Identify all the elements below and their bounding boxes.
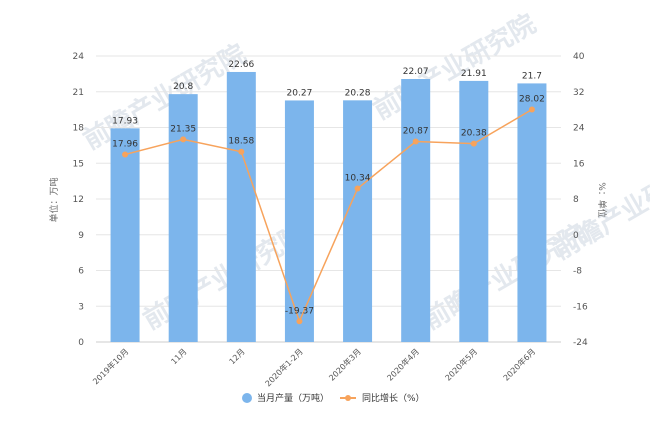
bar-value-label: 17.93 (112, 116, 138, 126)
bar-value-label: 22.66 (228, 60, 254, 70)
y-tick-label: 9 (78, 231, 84, 241)
y-tick-label: 18 (73, 124, 85, 134)
bar (284, 100, 314, 343)
bar-value-label: 21.91 (461, 69, 487, 79)
bar-value-label: 20.8 (173, 82, 193, 92)
right-axis-ticks: -24 -16 -8 0 8 16 24 32 40 (573, 52, 588, 348)
legend-bar-swatch (242, 393, 252, 403)
bar (517, 83, 547, 343)
line-path (124, 108, 533, 324)
bar (168, 94, 198, 342)
line-point (238, 148, 245, 155)
line-point (354, 185, 361, 192)
legend-line-label: 同比增长（%） (362, 392, 425, 404)
y-tick-label: 24 (73, 52, 85, 62)
line-value-label: 17.96 (112, 139, 138, 149)
line-point (180, 136, 187, 143)
line-point (412, 138, 419, 145)
line-value-label: -19.37 (285, 306, 314, 316)
bar-value-label: 20.27 (287, 88, 313, 98)
bar-value-label: 21.7 (522, 71, 542, 81)
line-point (528, 106, 535, 113)
line-value-label: 10.34 (345, 174, 371, 184)
line-value-label: 18.58 (228, 137, 254, 147)
y2-tick-label: 40 (573, 52, 585, 62)
line-value-label: 21.35 (170, 124, 196, 134)
left-axis-title: 单位：万吨 (48, 177, 60, 222)
y2-tick-label: 32 (573, 88, 584, 98)
legend-item-line[interactable]: 同比增长（%） (340, 392, 425, 404)
bar-data-labels: 17.93 20.8 22.66 20.27 20.28 22.07 21.91 21.7 (112, 60, 542, 126)
y2-tick-label: -16 (573, 302, 588, 312)
x-tick-label: 2020年4月 (385, 346, 421, 382)
x-tick-label: 2019年10月 (90, 346, 130, 386)
line-value-label: 28.02 (519, 95, 545, 105)
line-value-label: 20.87 (403, 126, 429, 136)
bar (110, 128, 140, 342)
y2-tick-label: 16 (573, 159, 585, 169)
line-value-label: 20.38 (461, 129, 487, 139)
y-tick-label: 6 (78, 267, 84, 277)
legend-item-bar[interactable]: 当月产量（万吨） (242, 392, 329, 404)
y2-tick-label: -8 (573, 267, 582, 277)
y-tick-label: 21 (73, 88, 84, 98)
bar (226, 71, 256, 343)
y2-tick-label: 8 (573, 195, 579, 205)
x-tick-label: 12月 (228, 347, 247, 366)
line-point (470, 140, 477, 147)
x-axis-ticks: 2019年10月 11月 12月 2020年1-2月 2020年3月 2020年4月 202… (90, 346, 537, 388)
y-tick-label: 0 (78, 338, 84, 348)
right-axis-title: %：单位 (596, 182, 608, 218)
y-tick-label: 12 (73, 195, 84, 205)
bar-value-label: 20.28 (345, 88, 371, 98)
x-tick-label: 11月 (169, 347, 188, 366)
bar (343, 100, 373, 342)
bar-value-label: 22.07 (403, 67, 429, 77)
line-series (122, 106, 535, 325)
bar-series (110, 71, 547, 343)
y2-tick-label: -24 (573, 338, 588, 348)
x-tick-label: 2020年3月 (327, 346, 363, 382)
line-point (296, 318, 303, 325)
y-tick-label: 15 (73, 159, 84, 169)
legend-line-marker (345, 395, 351, 401)
line-data-labels: 17.96 21.35 18.58 -19.37 10.34 20.87 20.38 28.0… (112, 95, 545, 317)
y2-tick-label: 0 (573, 231, 579, 241)
y2-tick-label: 24 (573, 124, 585, 134)
legend[interactable]: 当月产量（万吨） 同比增长（%） (242, 392, 425, 404)
watermark-text-1: 前瞻产业研究院 (368, 8, 541, 126)
bar (401, 78, 431, 342)
x-tick-label: 2020年6月 (501, 346, 537, 382)
y-tick-label: 3 (78, 302, 84, 312)
line-point (122, 151, 129, 158)
x-tick-label: 2020年1-2月 (263, 346, 305, 388)
bar (459, 80, 489, 343)
legend-bar-label: 当月产量（万吨） (257, 392, 329, 404)
x-tick-label: 2020年5月 (443, 346, 479, 382)
left-axis-ticks: 0 3 6 9 12 15 18 21 24 (73, 52, 85, 348)
